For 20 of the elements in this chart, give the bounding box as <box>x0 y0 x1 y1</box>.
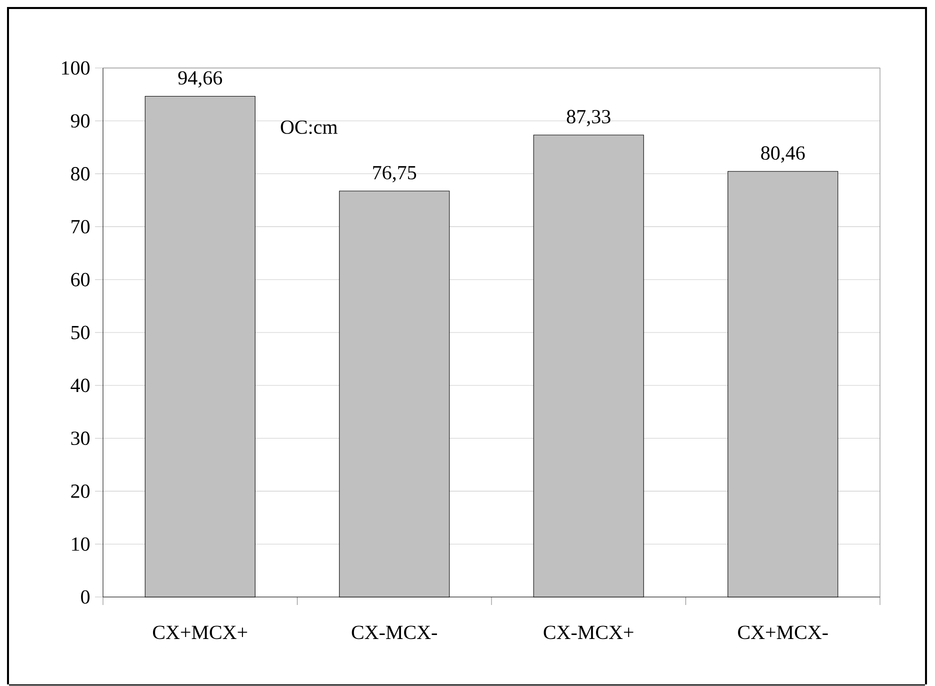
annotation: OC:cm <box>280 120 338 134</box>
y-tick-label: 50 <box>71 326 90 340</box>
y-tick-label: 40 <box>70 378 90 392</box>
data-label: 94,66 <box>178 71 222 88</box>
x-tick-label: CX+MCX- <box>738 626 828 640</box>
y-tick-label: 0 <box>81 590 90 604</box>
x-tick-label: CX-MCX- <box>352 626 437 640</box>
y-tick-label: 20 <box>71 484 90 498</box>
y-tick-label: 70 <box>72 220 90 234</box>
x-tick-label: CX+MCX+ <box>152 626 248 640</box>
y-tick-label: 30 <box>71 432 90 446</box>
data-label: 87,33 <box>566 110 610 126</box>
data-label: 76,75 <box>373 166 416 182</box>
x-tick-label: CX-MCX+ <box>544 626 634 640</box>
y-tick-label: 60 <box>71 273 90 287</box>
y-tick-label: 10 <box>72 538 90 551</box>
y-tick-label: 100 <box>62 61 90 75</box>
y-tick-label: 80 <box>71 167 90 181</box>
data-label: 80,46 <box>761 146 805 163</box>
y-tick-label: 90 <box>70 114 90 128</box>
